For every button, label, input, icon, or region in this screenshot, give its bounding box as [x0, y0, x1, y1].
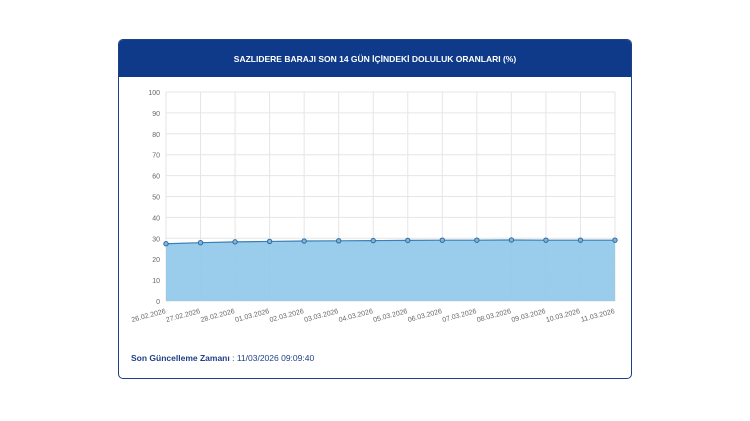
x-tick-label: 02.03.2026 — [269, 308, 305, 324]
y-tick-label: 30 — [152, 236, 160, 243]
data-point — [163, 241, 169, 247]
data-point — [232, 239, 238, 245]
data-point — [370, 237, 376, 244]
data-point — [439, 237, 446, 243]
x-tick-label: 01.03.2026 — [234, 308, 270, 324]
y-tick-label: 70 — [152, 153, 160, 160]
y-tick-label: 60 — [152, 174, 160, 181]
chart-card: SAZLIDERE BARAJI SON 14 GÜN İÇİNDEKİ DOL… — [118, 39, 632, 379]
data-point — [543, 237, 549, 243]
chart-title: SAZLIDERE BARAJI SON 14 GÜN İÇİNDEKİ DOL… — [119, 40, 631, 77]
data-point — [335, 238, 342, 244]
x-tick-label: 11.03.2026 — [580, 308, 615, 324]
x-tick-label: 10.03.2026 — [545, 308, 581, 324]
line-area-chart: 0 10 20 30 40 50 60 70 80 90 100 26.02.202627.02.20… — [131, 90, 618, 324]
data-point — [577, 237, 584, 243]
x-tick-label: 08.03.2026 — [476, 308, 512, 324]
x-tick-label: 03.03.2026 — [304, 308, 340, 324]
data-point — [612, 237, 618, 243]
x-tick-label: 27.02.2026 — [165, 308, 201, 324]
area-fill — [166, 239, 615, 301]
x-tick-label: 28.02.2026 — [200, 308, 236, 324]
y-tick-label: 0 — [156, 299, 160, 306]
y-tick-label: 10 — [152, 278, 160, 285]
x-tick-label: 07.03.2026 — [442, 308, 478, 324]
data-point — [474, 237, 480, 243]
data-point — [508, 237, 515, 243]
x-tick-label: 26.02.2026 — [131, 308, 167, 324]
series-line — [165, 239, 615, 245]
y-tick-label: 40 — [152, 215, 160, 222]
last-updated: Son Güncelleme Zamanı : 11/03/2026 09:09… — [131, 353, 314, 363]
last-updated-value: : 11/03/2026 09:09:40 — [232, 353, 315, 363]
x-tick-label: 06.03.2026 — [407, 308, 443, 324]
y-tick-label: 90 — [152, 111, 160, 118]
x-tick-label: 04.03.2026 — [338, 308, 374, 324]
data-point — [197, 239, 204, 246]
last-updated-label: Son Güncelleme Zamanı — [131, 353, 230, 363]
y-tick-label: 50 — [152, 195, 160, 202]
x-tick-label: 05.03.2026 — [373, 308, 409, 324]
x-tick-label: 09.03.2026 — [511, 308, 547, 324]
data-point — [405, 237, 411, 244]
data-point — [266, 238, 273, 245]
y-tick-label: 20 — [152, 257, 160, 264]
y-tick-label: 80 — [152, 132, 160, 139]
y-tick-label: 100 — [148, 90, 160, 97]
data-point — [301, 238, 307, 244]
